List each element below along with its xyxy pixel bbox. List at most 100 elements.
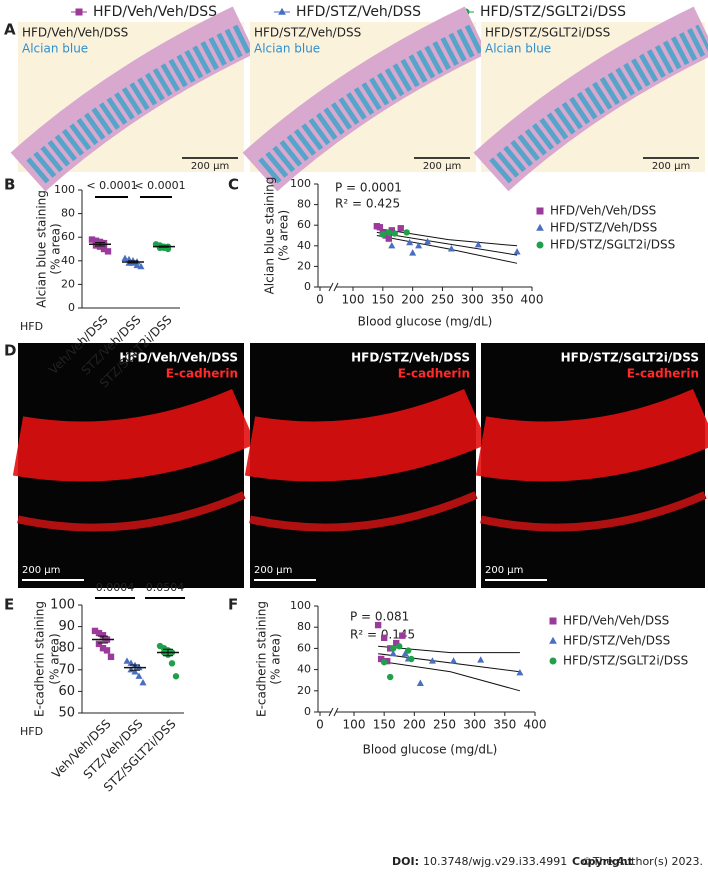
data-point — [474, 240, 482, 248]
x-tick-label: 150 — [371, 293, 394, 307]
axis-break — [328, 707, 339, 717]
annotation: P = 0.0001 — [335, 181, 402, 195]
regression-line — [376, 231, 518, 256]
error-bar — [95, 242, 105, 247]
y-tick-label: 100 — [54, 183, 75, 196]
data-point — [139, 678, 147, 686]
y-tick-label: 0 — [304, 705, 311, 718]
data-point — [397, 225, 404, 232]
annotation: < 0.0001 — [86, 179, 137, 192]
legend-label: HFD/STZ/SGLT2i/DSS — [563, 654, 688, 668]
y-tick-label: 90 — [58, 619, 75, 634]
y-tick-label: 0 — [304, 280, 311, 293]
data-point — [409, 249, 417, 256]
annotation: R² = 0.425 — [335, 197, 400, 211]
data-point — [380, 634, 388, 641]
x-tick-label: 0 — [316, 293, 324, 307]
data-point — [127, 659, 135, 666]
legend-label: HFD/STZ/Veh/DSS — [550, 221, 657, 235]
data-point — [424, 237, 432, 245]
x-tick-label: 100 — [343, 718, 366, 732]
micrograph — [475, 343, 708, 588]
error-bar — [130, 664, 140, 671]
error-bar — [163, 648, 173, 657]
x-tick-label: 250 — [431, 293, 454, 307]
legend-label: HFD/Veh/Veh/DSS — [93, 4, 217, 20]
data-point — [380, 658, 388, 666]
x-tick-label: 200 — [401, 293, 424, 307]
micrograph — [10, 6, 256, 192]
image-label: HFD/STZ/Veh/DSS — [254, 26, 361, 40]
data-point — [408, 655, 415, 663]
annotation: R² = 0.145 — [350, 628, 415, 642]
y-tick-label: 60 — [297, 218, 311, 231]
data-point — [396, 643, 403, 650]
legend-marker — [549, 657, 557, 665]
data-point — [137, 262, 145, 270]
y-tick-label: 80 — [61, 207, 75, 220]
legend-label: HFD/Veh/Veh/DSS — [550, 204, 656, 218]
group-label: HFD — [20, 320, 43, 333]
y-axis-title: (% area) — [269, 633, 283, 684]
legend-label: HFD/STZ/SGLT2i/DSS — [550, 238, 675, 252]
x-axis-title: Blood glucose (mg/dL) — [363, 743, 498, 757]
data-point — [376, 224, 384, 231]
data-point — [92, 242, 100, 249]
data-point — [428, 657, 436, 664]
x-tick-label: 0 — [316, 718, 324, 732]
y-tick-label: 40 — [297, 239, 311, 252]
scale-label: 200 μm — [485, 565, 523, 576]
y-tick-label: 100 — [290, 599, 311, 612]
scale-label: 200 μm — [423, 161, 461, 172]
data-point — [168, 660, 176, 667]
y-tick-label: 100 — [290, 177, 311, 190]
data-point — [385, 229, 392, 236]
x-tick-label: 200 — [403, 718, 426, 732]
data-point — [399, 632, 406, 639]
image-label: HFD/Veh/Veh/DSS — [22, 26, 128, 40]
x-tick-label: 400 — [521, 293, 544, 307]
data-point — [96, 243, 104, 250]
x-tick-label: 150 — [373, 718, 396, 732]
data-point — [91, 627, 99, 635]
x-tick-label: 400 — [524, 718, 547, 732]
legend-label: HFD/STZ/SGLT2i/DSS — [480, 4, 626, 20]
data-point — [390, 645, 397, 652]
stain-label: E-cadherin — [398, 367, 470, 381]
axis-break — [328, 282, 339, 292]
data-point — [401, 649, 409, 657]
data-point — [388, 241, 396, 249]
micrograph — [242, 6, 488, 192]
annotation: P = 0.081 — [350, 610, 409, 624]
annotation: 0.0504 — [146, 581, 185, 594]
data-point — [92, 237, 100, 244]
legend-marker — [536, 241, 544, 249]
annotation: < 0.0001 — [134, 179, 185, 192]
panel-label: B — [4, 176, 15, 194]
data-point — [123, 657, 131, 664]
y-tick-label: 60 — [58, 684, 75, 699]
data-point — [127, 665, 135, 673]
micrograph — [473, 6, 708, 192]
panel-label: F — [228, 596, 238, 614]
y-axis-title: (% area) — [48, 633, 62, 684]
data-point — [95, 640, 103, 648]
y-tick-label: 40 — [61, 254, 75, 267]
stain-label: Alcian blue — [254, 42, 320, 56]
y-axis-title: (% area) — [49, 223, 63, 274]
y-tick-label: 80 — [297, 620, 311, 633]
y-tick-label: 20 — [297, 684, 311, 697]
data-point — [447, 245, 455, 252]
data-point — [172, 673, 180, 680]
data-point — [374, 621, 382, 629]
confidence-band — [376, 227, 518, 247]
data-point — [100, 239, 108, 247]
muscle — [480, 491, 707, 532]
doi: 10.3748/wjg.v29.i33.4991 — [423, 855, 567, 868]
legend-label: HFD/STZ/Veh/DSS — [563, 634, 670, 648]
y-tick-label: 60 — [61, 230, 75, 243]
data-point — [95, 629, 103, 637]
data-point — [104, 248, 112, 255]
legend-marker — [549, 636, 557, 644]
